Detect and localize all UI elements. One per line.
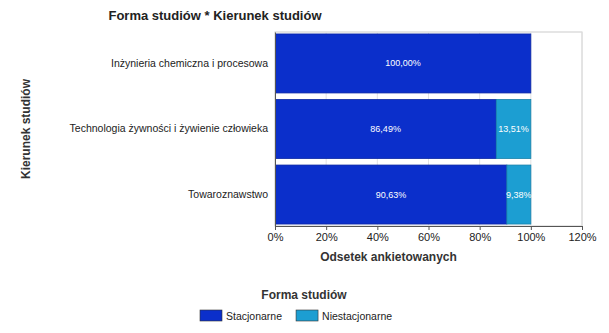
grid-line bbox=[275, 32, 276, 226]
data-labels: 100,00% 86,49% 90,63% 13,51% 9,38% bbox=[370, 58, 531, 199]
chart-title: Forma studiów * Kierunek studiów bbox=[108, 8, 322, 23]
x-tick-label: 100% bbox=[517, 231, 545, 243]
y-axis: Inżynieria chemiczna i procesowa Technolo… bbox=[70, 33, 276, 227]
y-tick: Inżynieria chemiczna i procesowa bbox=[111, 57, 268, 69]
x-tick-mark bbox=[429, 226, 430, 230]
legend-item: Stacjonarne bbox=[200, 310, 282, 322]
x-tick-label: 60% bbox=[418, 231, 440, 243]
data-label: 100,00% bbox=[385, 58, 421, 68]
legend-title: Forma studiów bbox=[261, 288, 347, 302]
x-tick-mark bbox=[480, 226, 481, 230]
x-tick-mark bbox=[326, 226, 327, 230]
bar bbox=[275, 100, 496, 159]
x-tick-mark bbox=[377, 226, 378, 230]
legend-swatch bbox=[200, 310, 222, 321]
legend-label: Stacjonarne bbox=[226, 310, 282, 322]
chart: Forma studiów * Kierunek studiów 100,00% 8… bbox=[0, 0, 609, 333]
x-tick-label: 80% bbox=[469, 231, 491, 243]
x-axis: 0% 20% 40% 60% 80% 100% 120% bbox=[268, 226, 597, 243]
legend-label: Niestacjonarne bbox=[322, 310, 392, 322]
x-tick: 40% bbox=[367, 226, 389, 243]
x-axis-title: Odsetek ankietowanych bbox=[320, 250, 457, 264]
data-label: 90,63% bbox=[376, 190, 407, 200]
bar bbox=[496, 100, 531, 159]
legend-swatch bbox=[296, 310, 318, 321]
y-axis-line bbox=[275, 33, 276, 227]
bars bbox=[275, 34, 531, 224]
x-tick-label: 0% bbox=[268, 231, 284, 243]
plot: 100,00% 86,49% 90,63% 13,51% 9,38% 0% 20% 40% 60… bbox=[70, 32, 597, 243]
x-tick: 120% bbox=[568, 226, 596, 243]
x-tick-label: 40% bbox=[367, 231, 389, 243]
x-tick-label: 20% bbox=[316, 231, 338, 243]
x-tick: 100% bbox=[517, 226, 545, 243]
plot-frame bbox=[275, 32, 582, 226]
grid bbox=[275, 32, 582, 226]
grid-line bbox=[582, 32, 583, 226]
y-tick: Technologia żywności i żywienie człowiek… bbox=[70, 122, 269, 134]
x-tick-label: 120% bbox=[568, 231, 596, 243]
y-tick-label: Towaroznawstwo bbox=[188, 188, 268, 200]
x-tick: 80% bbox=[469, 226, 491, 243]
x-tick-mark bbox=[531, 226, 532, 230]
x-tick-mark bbox=[582, 226, 583, 230]
bar bbox=[275, 165, 507, 224]
x-axis-line bbox=[276, 227, 583, 231]
data-label: 86,49% bbox=[370, 124, 401, 134]
y-tick: Towaroznawstwo bbox=[188, 188, 268, 200]
x-tick: 0% bbox=[268, 226, 284, 243]
data-label: 9,38% bbox=[506, 190, 532, 200]
y-axis-title: Kierunek studiów bbox=[19, 78, 33, 179]
x-tick: 20% bbox=[316, 226, 338, 243]
data-label: 13,51% bbox=[498, 124, 529, 134]
x-tick-mark bbox=[275, 226, 276, 230]
legend: Forma studiów Stacjonarne Niestacjonarne bbox=[200, 288, 392, 322]
bar bbox=[507, 165, 531, 224]
bar bbox=[275, 34, 531, 93]
legend-item: Niestacjonarne bbox=[296, 310, 392, 322]
y-tick-label: Technologia żywności i żywienie człowiek… bbox=[70, 122, 269, 134]
x-tick: 60% bbox=[418, 226, 440, 243]
y-tick-label: Inżynieria chemiczna i procesowa bbox=[111, 57, 268, 69]
